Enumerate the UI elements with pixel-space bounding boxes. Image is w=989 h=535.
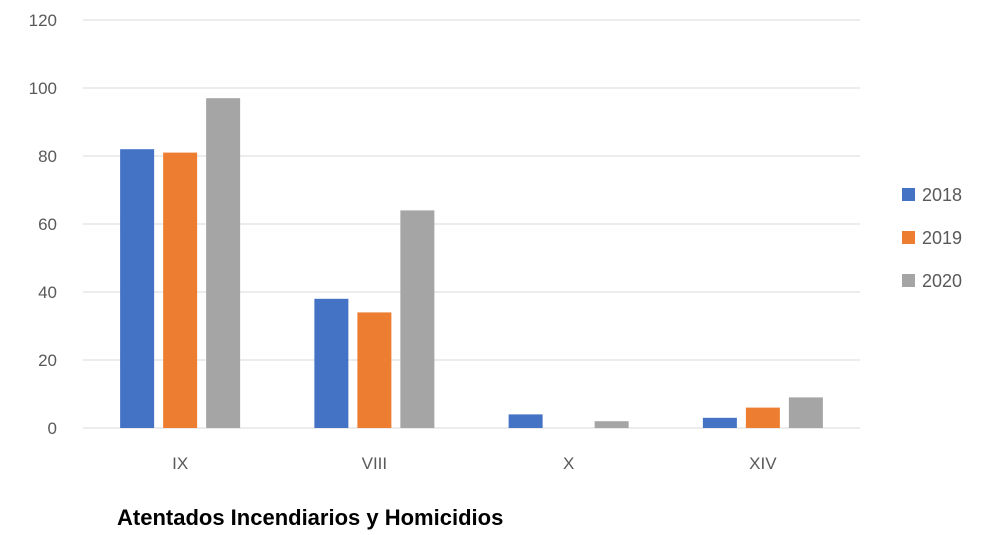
y-tick-label: 120 (29, 11, 57, 30)
y-tick-label: 60 (38, 215, 57, 234)
legend: 2018 2019 2020 (902, 185, 962, 291)
legend-swatch-2020 (902, 274, 915, 287)
gridlines (83, 19, 860, 429)
x-tick-label: VIII (362, 454, 388, 473)
legend-label-2018: 2018 (922, 185, 962, 205)
bar-viii-2018 (314, 298, 349, 428)
bar-x-2018 (508, 414, 543, 428)
x-tick-label: XIV (749, 454, 777, 473)
bar-ix-2018 (120, 149, 155, 428)
x-tick-label: X (563, 454, 574, 473)
x-axis-ticks: IX VIII X XIV (172, 454, 777, 473)
legend-label-2019: 2019 (922, 228, 962, 248)
y-axis-ticks: 0 20 40 60 80 100 120 (29, 11, 57, 438)
legend-swatch-2019 (902, 231, 915, 244)
bar-ix-2019 (163, 152, 198, 428)
bar-x-2020 (594, 421, 629, 428)
bars (120, 98, 823, 428)
bar-viii-2020 (400, 210, 435, 428)
y-tick-label: 100 (29, 79, 57, 98)
y-tick-label: 80 (38, 147, 57, 166)
bar-xiv-2019 (745, 407, 780, 428)
bar-viii-2019 (357, 312, 392, 428)
legend-label-2020: 2020 (922, 271, 962, 291)
bar-xiv-2020 (788, 397, 823, 428)
y-tick-label: 0 (48, 419, 57, 438)
bar-xiv-2018 (702, 417, 737, 428)
legend-swatch-2018 (902, 188, 915, 201)
bar-ix-2020 (206, 98, 241, 428)
x-tick-label: IX (172, 454, 188, 473)
chart-title: Atentados Incendiarios y Homicidios (117, 505, 504, 530)
y-tick-label: 20 (38, 351, 57, 370)
y-tick-label: 40 (38, 283, 57, 302)
